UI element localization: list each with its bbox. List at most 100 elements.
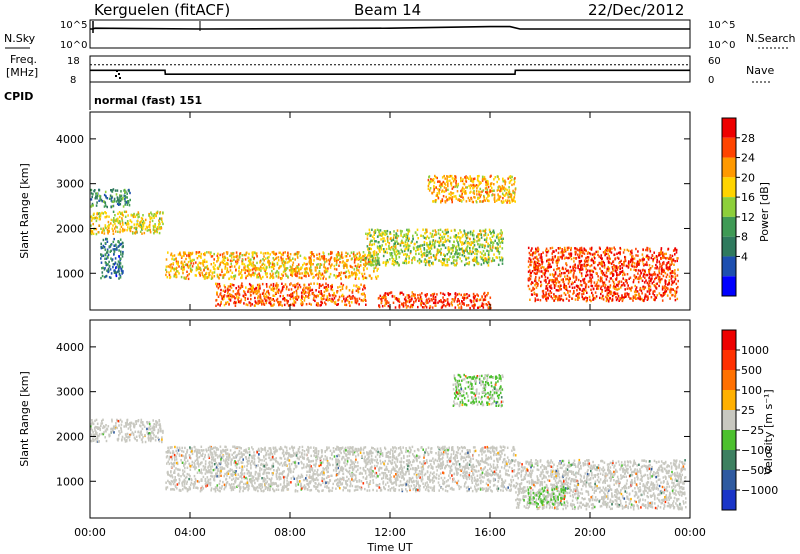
heatmap-cell <box>124 194 127 198</box>
heatmap-cell <box>626 248 629 252</box>
heatmap-cell <box>618 299 620 302</box>
heatmap-cell <box>129 191 131 195</box>
heatmap-cell <box>296 270 299 274</box>
heatmap-cell <box>199 262 202 265</box>
heatmap-cell <box>378 263 381 266</box>
heatmap-cell <box>435 176 437 179</box>
noise-right-tick-top: 10^5 <box>708 20 735 31</box>
heatmap-cell <box>128 439 131 442</box>
heatmap-cell <box>660 248 662 252</box>
heatmap-cell <box>341 293 344 297</box>
heatmap-cell <box>423 302 425 305</box>
heatmap-cell <box>209 270 212 273</box>
date-title: 22/Dec/2012 <box>588 1 684 19</box>
heatmap-cell <box>325 298 327 301</box>
heatmap-cell <box>441 235 443 239</box>
heatmap-cell <box>394 306 397 309</box>
heatmap-cell <box>622 273 624 277</box>
heatmap-cell <box>158 226 161 229</box>
heatmap-cell <box>676 257 678 260</box>
heatmap-cell <box>384 304 386 307</box>
heatmap-cell <box>444 299 447 302</box>
heatmap-cell <box>662 291 665 295</box>
heatmap-cell <box>545 267 548 270</box>
heatmap-cell <box>490 182 493 185</box>
heatmap-cell <box>181 269 184 272</box>
heatmap-cell <box>613 284 615 288</box>
heatmap-cell <box>193 258 195 262</box>
heatmap-cell <box>485 240 488 243</box>
heatmap-cell <box>606 288 608 291</box>
heatmap-cell <box>433 245 436 249</box>
heatmap-cell <box>483 246 486 249</box>
heatmap-cell <box>643 281 646 284</box>
heatmap-cell <box>226 291 229 295</box>
heatmap-cell <box>383 296 385 299</box>
heatmap-cell <box>574 266 577 270</box>
heatmap-cell <box>445 240 447 243</box>
heatmap-cell <box>558 267 561 270</box>
heatmap-cell <box>114 248 116 251</box>
heatmap-cell <box>441 243 444 247</box>
heatmap-cell <box>589 269 591 272</box>
heatmap-cell <box>451 192 453 195</box>
heatmap-cell <box>326 270 329 273</box>
heatmap-cell <box>574 298 577 301</box>
heatmap-cell <box>301 272 303 275</box>
heatmap-cell <box>509 193 512 196</box>
heatmap-cell <box>365 256 368 259</box>
heatmap-cell <box>358 265 360 269</box>
heatmap-cell <box>402 235 404 239</box>
heatmap-cell <box>476 235 478 238</box>
nave-tick-bottom: 0 <box>708 75 714 86</box>
heatmap-cell <box>295 266 297 270</box>
heatmap-cell <box>291 272 294 276</box>
heatmap-cell <box>547 263 550 267</box>
heatmap-cell <box>592 270 595 273</box>
heatmap-cell <box>108 224 111 227</box>
heatmap-cell <box>620 297 622 300</box>
heatmap-cell <box>591 258 593 261</box>
heatmap-cell <box>219 285 221 288</box>
heatmap-cell <box>347 252 349 255</box>
heatmap-cell <box>132 215 135 219</box>
heatmap-cell <box>340 271 343 274</box>
heatmap-cell <box>494 200 496 203</box>
heatmap-cell <box>619 272 621 275</box>
heatmap-cell <box>626 273 629 276</box>
heatmap-cell <box>259 276 262 279</box>
heatmap-cell <box>119 238 122 241</box>
heatmap-cell <box>496 175 499 178</box>
heatmap-cell <box>198 251 201 254</box>
heatmap-cell <box>470 179 473 182</box>
heatmap-cell <box>101 229 104 232</box>
heatmap-cell <box>424 258 426 261</box>
heatmap-cell <box>227 270 230 274</box>
heatmap-cell <box>579 250 581 253</box>
heatmap-cell <box>345 287 348 290</box>
heatmap-cell <box>537 248 539 252</box>
heatmap-cell <box>104 257 106 260</box>
heatmap-cell <box>565 286 567 289</box>
heatmap-cell <box>302 291 305 294</box>
heatmap-cell <box>229 293 231 296</box>
heatmap-cell <box>561 255 563 259</box>
heatmap-cell <box>433 184 435 188</box>
heatmap-cell <box>656 258 658 261</box>
heatmap-cell <box>315 274 317 277</box>
heatmap-cell <box>204 266 206 269</box>
heatmap-cell <box>116 248 118 251</box>
heatmap-cell <box>479 243 481 246</box>
heatmap-cell <box>312 263 314 266</box>
heatmap-cell <box>290 288 293 291</box>
heatmap-cell <box>308 289 311 293</box>
heatmap-cell <box>333 274 335 277</box>
heatmap-cell <box>268 263 270 266</box>
heatmap-cell <box>588 252 591 255</box>
heatmap-cell <box>507 193 509 196</box>
heatmap-cell <box>343 263 345 266</box>
heatmap-cell <box>617 251 620 255</box>
heatmap-cell <box>118 273 121 276</box>
heatmap-cell <box>463 230 466 233</box>
heatmap-cell <box>529 298 531 301</box>
